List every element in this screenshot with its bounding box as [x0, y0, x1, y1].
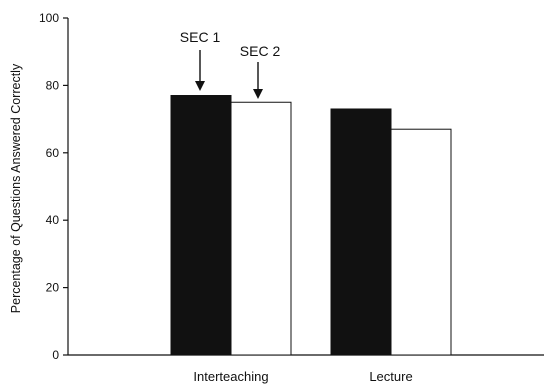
labels: 0 20 40 60 80 100 Percentage of Questions Answ…	[9, 11, 413, 384]
annotation-arrow-head	[253, 89, 263, 99]
y-tick-label: 100	[39, 11, 59, 25]
y-tick-label: 80	[46, 78, 60, 92]
bar-lecture-sec-2	[390, 128, 452, 356]
bar-lecture-sec-1	[330, 108, 392, 356]
annotation-arrow-head	[195, 81, 205, 91]
axes	[63, 17, 544, 356]
y-tick-label: 0	[52, 348, 59, 362]
bars	[170, 95, 452, 356]
y-tick-label: 40	[46, 213, 60, 227]
annotation-label: SEC 2	[240, 43, 281, 59]
y-tick-label: 20	[46, 281, 60, 295]
annotation-label: SEC 1	[180, 29, 221, 45]
x-category-label: Lecture	[369, 369, 412, 384]
bar-interteaching-sec-2	[230, 101, 292, 356]
annotations: SEC 1 SEC 2	[180, 29, 281, 99]
bar-interteaching-sec-1	[170, 95, 232, 356]
y-axis-title: Percentage of Questions Answered Correct…	[9, 63, 23, 313]
y-tick-label: 60	[46, 146, 60, 160]
x-category-label: Interteaching	[193, 369, 268, 384]
